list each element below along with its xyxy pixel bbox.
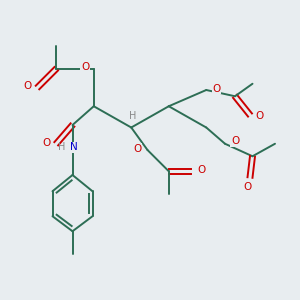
Text: O: O (256, 111, 264, 121)
Text: N: N (70, 142, 78, 152)
Text: O: O (42, 137, 50, 148)
Text: O: O (231, 136, 239, 146)
Text: O: O (197, 165, 206, 175)
Text: H: H (129, 111, 136, 121)
Text: O: O (23, 81, 32, 91)
Text: O: O (212, 84, 220, 94)
Text: O: O (81, 62, 89, 73)
Text: O: O (134, 144, 142, 154)
Text: H: H (58, 142, 65, 152)
Text: O: O (243, 182, 252, 193)
